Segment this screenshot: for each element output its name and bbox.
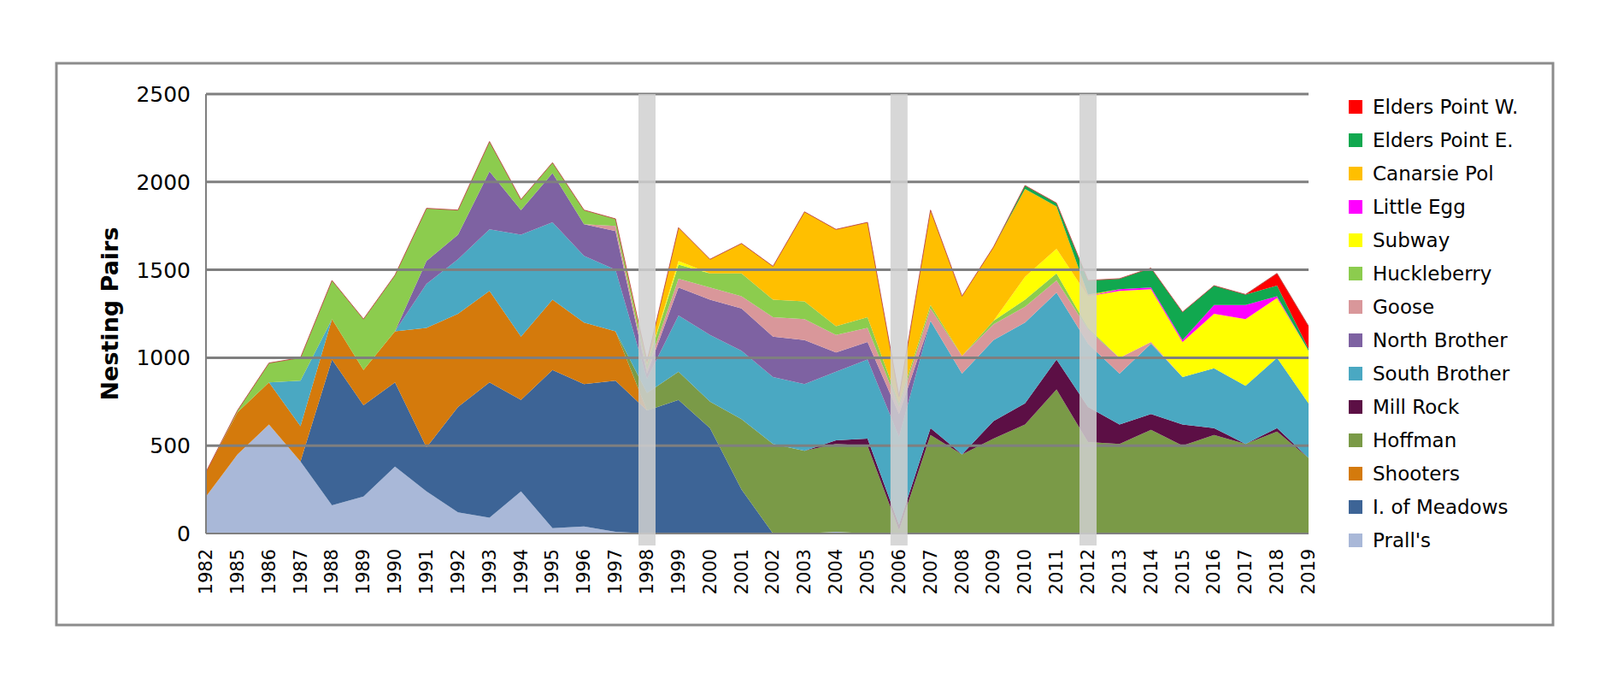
x-tick-label: 1994 bbox=[511, 548, 532, 595]
legend-swatch bbox=[1348, 200, 1363, 214]
legend-swatch bbox=[1348, 366, 1363, 381]
legend-label: Shooters bbox=[1372, 462, 1460, 485]
x-tick-label: 2008 bbox=[952, 548, 973, 595]
x-tick-label: 1992 bbox=[447, 548, 469, 595]
x-tick-label: 1990 bbox=[384, 548, 406, 595]
x-tick-label: 2017 bbox=[1235, 548, 1256, 595]
areas bbox=[205, 141, 1309, 534]
area bbox=[205, 141, 1309, 473]
legend-label: Elders Point W. bbox=[1372, 95, 1518, 118]
x-tick-label: 1998 bbox=[636, 548, 658, 595]
legend-swatch bbox=[1348, 166, 1363, 181]
x-tick-label: 2014 bbox=[1141, 548, 1162, 595]
x-tick-label: 1995 bbox=[541, 548, 563, 595]
highlight-band bbox=[1079, 94, 1097, 546]
y-axis-label: Nesting Pairs bbox=[96, 226, 124, 400]
x-tick-label: 1986 bbox=[258, 548, 280, 595]
legend-swatch bbox=[1348, 266, 1363, 281]
legend-swatch bbox=[1348, 466, 1363, 481]
x-tick-label: 1999 bbox=[668, 548, 689, 595]
legend-label: South Brother bbox=[1372, 362, 1511, 385]
x-tick-label: 1985 bbox=[227, 548, 248, 595]
area bbox=[205, 141, 1309, 473]
grid-line bbox=[205, 444, 1309, 448]
legend-swatch bbox=[1348, 333, 1363, 348]
x-tick-label: 2003 bbox=[794, 548, 815, 595]
legend-swatch bbox=[1348, 533, 1363, 548]
y-tick-label: 2500 bbox=[135, 82, 191, 107]
x-tick-label: 2019 bbox=[1298, 548, 1319, 595]
legend-swatch bbox=[1348, 300, 1363, 314]
legend-label: Subway bbox=[1372, 229, 1450, 252]
highlight-band bbox=[638, 94, 656, 546]
x-tick-label: 2005 bbox=[857, 548, 878, 595]
area bbox=[205, 141, 1309, 473]
x-tick-label: 2011 bbox=[1046, 548, 1067, 595]
highlight-band bbox=[890, 94, 908, 546]
frame bbox=[56, 63, 1553, 625]
x-tick-label: 2012 bbox=[1077, 548, 1099, 595]
x-tick-label: 2010 bbox=[1014, 548, 1036, 595]
grid-line bbox=[205, 268, 1309, 271]
x-tick-label: 1988 bbox=[321, 548, 342, 595]
area-outline bbox=[205, 141, 1309, 473]
x-tick-label: 2013 bbox=[1109, 548, 1130, 595]
legend-label: Elders Point E. bbox=[1372, 129, 1514, 152]
legend-label: Mill Rock bbox=[1372, 395, 1460, 418]
chart: 0 500 1000 1500 2000 2500 1982 1985 1986 1987 1988… bbox=[0, 0, 1600, 678]
legend-swatch bbox=[1348, 133, 1363, 148]
legend-swatch bbox=[1348, 433, 1363, 448]
x-tick-label: 2006 bbox=[888, 548, 910, 595]
legend-label: Goose bbox=[1372, 295, 1435, 318]
y-tick-label: 1500 bbox=[135, 258, 191, 283]
x-tick-label: 2009 bbox=[982, 548, 1004, 595]
x-tick-label: 1989 bbox=[352, 548, 374, 595]
legend-swatch bbox=[1348, 100, 1363, 114]
grid-line bbox=[205, 356, 1309, 359]
x-tick-label: 1982 bbox=[195, 548, 217, 595]
legend-label: North Brother bbox=[1372, 329, 1508, 352]
x-tick-label: 2007 bbox=[920, 548, 942, 595]
y-tick-label: 2000 bbox=[135, 170, 191, 195]
x-axis bbox=[205, 532, 1309, 535]
legend-label: Canarsie Pol bbox=[1372, 162, 1495, 185]
x-tick-label: 2000 bbox=[700, 548, 721, 595]
x-tick-label: 2002 bbox=[762, 548, 783, 595]
background bbox=[0, 0, 1600, 678]
legend-label: Little Egg bbox=[1372, 195, 1466, 218]
x-tick-label: 1997 bbox=[605, 548, 626, 595]
x-tick-label: 2018 bbox=[1266, 548, 1288, 595]
legend-swatch bbox=[1348, 500, 1363, 514]
legend-swatch bbox=[1348, 233, 1363, 248]
y-axis bbox=[205, 94, 207, 534]
y-tick-label: 1000 bbox=[135, 345, 191, 371]
legend-swatch bbox=[1348, 400, 1363, 414]
legend-label: Prall's bbox=[1372, 529, 1431, 552]
x-tick-label: 1991 bbox=[416, 548, 437, 595]
x-tick-label: 2004 bbox=[825, 548, 847, 595]
legend: Elders Point W. Elders Point E. Canarsie P… bbox=[1348, 95, 1518, 552]
legend-label: I. of Meadows bbox=[1372, 495, 1508, 518]
grid-line bbox=[205, 180, 1309, 183]
x-tick-label: 2001 bbox=[731, 548, 753, 595]
x-tick-label: 2016 bbox=[1203, 548, 1224, 595]
legend-label: Huckleberry bbox=[1372, 262, 1492, 285]
x-tick-label: 2015 bbox=[1172, 548, 1194, 595]
x-tick-label: 1987 bbox=[290, 548, 312, 595]
area bbox=[205, 141, 1309, 473]
y-tick-label: 500 bbox=[149, 433, 191, 459]
y-tick-label: 0 bbox=[176, 521, 191, 547]
grid-line bbox=[205, 93, 1309, 96]
area bbox=[205, 141, 1309, 473]
x-tick-label: 1996 bbox=[573, 548, 595, 595]
area bbox=[205, 141, 1309, 473]
legend-label: Hoffman bbox=[1372, 429, 1457, 452]
x-tick-label: 1993 bbox=[479, 548, 500, 595]
